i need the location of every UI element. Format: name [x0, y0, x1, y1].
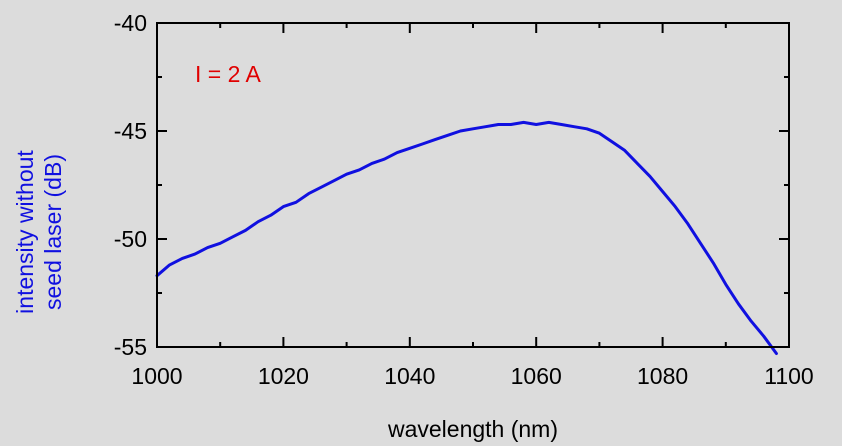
x-tick-label: 1020: [258, 363, 309, 389]
y-tick-label: -55: [114, 334, 147, 360]
y-tick-label: -45: [114, 118, 147, 144]
ticks: [156, 22, 790, 348]
tick-labels: 1000 1020 1040 1060 1080 1100 -55 -50 -45 -40: [114, 10, 814, 389]
x-tick-label: 1060: [511, 363, 562, 389]
x-tick-label: 1000: [131, 363, 182, 389]
x-tick-label: 1080: [637, 363, 688, 389]
x-tick-label: 1040: [384, 363, 435, 389]
y-axis-label-line-1: intensity without: [12, 150, 38, 314]
y-tick-label: -50: [114, 226, 147, 252]
annotation: I = 2 A: [195, 61, 262, 87]
y-axis-label: intensity without seed laser (dB): [12, 150, 66, 314]
y-axis-label-line-2: seed laser (dB): [40, 154, 66, 310]
series-line: [155, 120, 778, 355]
y-tick-label: -40: [114, 10, 147, 36]
plot-area: [155, 120, 778, 355]
x-axis-label: wavelength (nm): [387, 416, 558, 442]
x-tick-label: 1100: [764, 363, 813, 389]
